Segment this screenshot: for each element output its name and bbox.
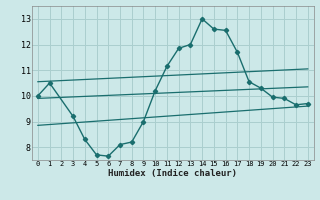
X-axis label: Humidex (Indice chaleur): Humidex (Indice chaleur): [108, 169, 237, 178]
